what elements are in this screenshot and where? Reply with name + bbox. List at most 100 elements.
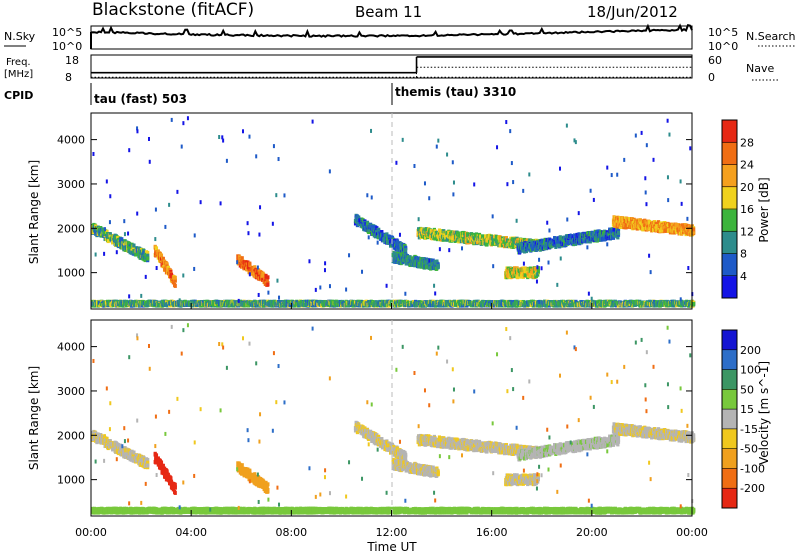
power-echo-cell <box>355 223 360 228</box>
power-echo-cell <box>424 235 428 240</box>
power-echo-cell <box>419 256 423 261</box>
power-echo-cell <box>635 226 639 231</box>
power-echo-cell <box>159 253 164 258</box>
power-echo-cell <box>628 217 632 222</box>
power-echo-cell <box>556 241 560 246</box>
power-echo-cell <box>597 229 601 234</box>
power-echo-cell <box>674 222 678 227</box>
power-echo-cell <box>173 283 177 288</box>
power-echo-cell <box>240 256 244 261</box>
power-echo-cell <box>132 243 136 248</box>
nsky-trace <box>90 23 693 49</box>
nsky-panel <box>90 25 693 50</box>
power-echo-cell <box>562 238 566 243</box>
power-echo-cell <box>396 256 400 261</box>
power-echo-cell <box>533 266 537 271</box>
power-echo-cell <box>651 227 656 232</box>
date-title: 18/Jun/2012 <box>587 3 678 21</box>
power-echo-cell <box>548 238 552 243</box>
power-echo-cell <box>216 303 220 308</box>
power-echo-cell <box>437 228 442 233</box>
power-echo-cell <box>367 230 371 235</box>
power-echo-cell <box>99 225 103 230</box>
freq-tick-bottom: 8 <box>65 71 72 84</box>
power-echo-cell <box>375 226 379 231</box>
power-echo-cell <box>400 252 404 257</box>
power-echo-cell <box>618 224 622 229</box>
power-echo-cell <box>532 246 536 251</box>
nave-trace <box>91 66 692 79</box>
power-echo-cell <box>436 264 440 269</box>
power-echo-cell <box>692 227 696 232</box>
power-echo-cell <box>611 229 616 234</box>
power-echo-cell <box>146 250 150 255</box>
power-echo-cell <box>522 237 527 242</box>
power-echo-cell <box>616 235 620 240</box>
power-echo-cell <box>404 245 408 250</box>
power-echo-cell <box>470 232 474 237</box>
power-echo-cell <box>266 275 270 280</box>
power-echo-cell <box>395 239 400 244</box>
power-echoes <box>91 116 696 308</box>
power-echo-cell <box>266 282 270 287</box>
power-echo-cell <box>540 245 544 250</box>
power-echo-cell <box>616 231 621 236</box>
power-echo-cell <box>165 262 169 267</box>
power-echo-cell <box>265 278 269 283</box>
power-echo-cell <box>536 269 540 274</box>
nsky-tick-top: 10^5 <box>52 26 82 39</box>
power-echo-cell <box>173 275 177 280</box>
power-echo-cell <box>656 220 661 225</box>
power-echo-cell <box>571 235 575 240</box>
nsearch-tick-bottom: 10^0 <box>708 40 738 53</box>
power-echo-cell <box>646 227 650 232</box>
power-echo-cell <box>505 241 509 246</box>
power-echo-cell <box>523 273 527 278</box>
freq-tick-top: 18 <box>65 54 79 67</box>
power-echo-cell <box>588 239 592 244</box>
power-echo-cell <box>358 218 362 223</box>
power-echo-cell <box>111 240 115 245</box>
power-echo-cell <box>558 235 562 240</box>
station-title: Blackstone (fitACF) <box>92 0 254 20</box>
power-echo-cell <box>380 230 384 235</box>
nave-label: Nave <box>746 62 774 75</box>
cpid-segment-2: themis (tau) 3310 <box>395 85 516 99</box>
power-echo-cell <box>630 217 634 222</box>
power-echo-cell <box>264 273 268 278</box>
power-echo-cell <box>395 241 399 246</box>
power-echo-cell <box>606 234 611 239</box>
power-echo-cell <box>161 256 165 261</box>
power-echo-cell <box>543 237 547 242</box>
power-echo-cell <box>558 243 562 248</box>
power-echo-cell <box>435 237 440 242</box>
power-echo-cell <box>417 235 421 240</box>
power-echo-cell <box>584 236 588 241</box>
power-echo-cell <box>103 234 107 239</box>
nave-tick-bottom: 0 <box>708 71 715 84</box>
power-echo-cell <box>353 221 358 226</box>
power-echo-cell <box>607 231 611 236</box>
power-echo-cell <box>260 275 264 280</box>
nsearch-label: N.Search <box>746 30 796 43</box>
power-echo-cell <box>657 226 661 231</box>
nsky-tick-bottom: 10^0 <box>52 40 82 53</box>
power-echo-cell <box>236 261 241 266</box>
nave-tick-top: 60 <box>708 54 722 67</box>
power-echo-cell <box>612 227 616 232</box>
power-echo-cell <box>173 278 177 283</box>
power-echo-cell <box>146 253 150 258</box>
power-echo-cell <box>638 218 642 223</box>
power-echo-cell <box>512 266 517 271</box>
power-echo-cell <box>556 243 560 248</box>
freq-unit: [MHz] <box>4 69 33 80</box>
power-echo-cell <box>613 219 617 224</box>
nsky-label: N.Sky <box>4 30 36 43</box>
power-echo-cell <box>597 237 601 242</box>
power-echo-cell <box>370 231 375 236</box>
power-echo-cell <box>378 236 383 241</box>
power-echo-cell <box>262 273 266 278</box>
power-echo-cell <box>474 232 478 237</box>
power-echo-cell <box>250 271 254 276</box>
